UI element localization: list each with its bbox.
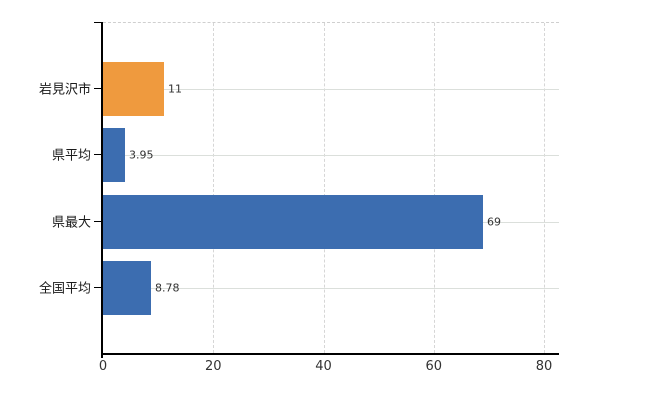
y-axis-line: [101, 22, 103, 358]
bar-value-label: 8.78: [155, 281, 180, 295]
y-axis-tick: [94, 88, 102, 89]
v-gridline: [433, 23, 435, 353]
v-gridline: [323, 23, 325, 353]
v-gridline: [544, 23, 545, 353]
h-gridline: [103, 288, 559, 289]
bar: [103, 128, 125, 182]
y-axis-label: 岩見沢市: [38, 82, 91, 98]
x-axis-tick-label: 20: [204, 359, 222, 374]
h-gridline: [103, 89, 559, 90]
y-axis-tick: [94, 154, 102, 155]
bar: [103, 195, 483, 249]
y-axis-top-tick: [94, 22, 102, 23]
bar-value-label: 69: [487, 215, 501, 229]
x-axis-line: [103, 353, 559, 355]
x-axis-tick-label: 80: [535, 359, 553, 374]
y-axis-label: 県平均: [51, 148, 91, 164]
x-axis-tick-label: 0: [98, 359, 108, 374]
bar-value-label: 3.95: [129, 148, 154, 162]
y-axis-label: 全国平均: [38, 281, 91, 297]
v-gridline: [213, 23, 215, 353]
bar-value-label: 11: [168, 82, 182, 96]
h-gridline: [103, 155, 559, 156]
bar: [103, 62, 164, 116]
bar: [103, 261, 151, 315]
y-axis-label: 県最大: [51, 215, 91, 231]
x-axis-tick-label: 60: [425, 359, 443, 374]
x-axis-tick-label: 40: [315, 359, 332, 374]
y-axis-tick: [94, 221, 102, 222]
plot-area: 11 3.95 69 8.78: [103, 22, 559, 353]
y-axis-tick: [94, 287, 102, 288]
